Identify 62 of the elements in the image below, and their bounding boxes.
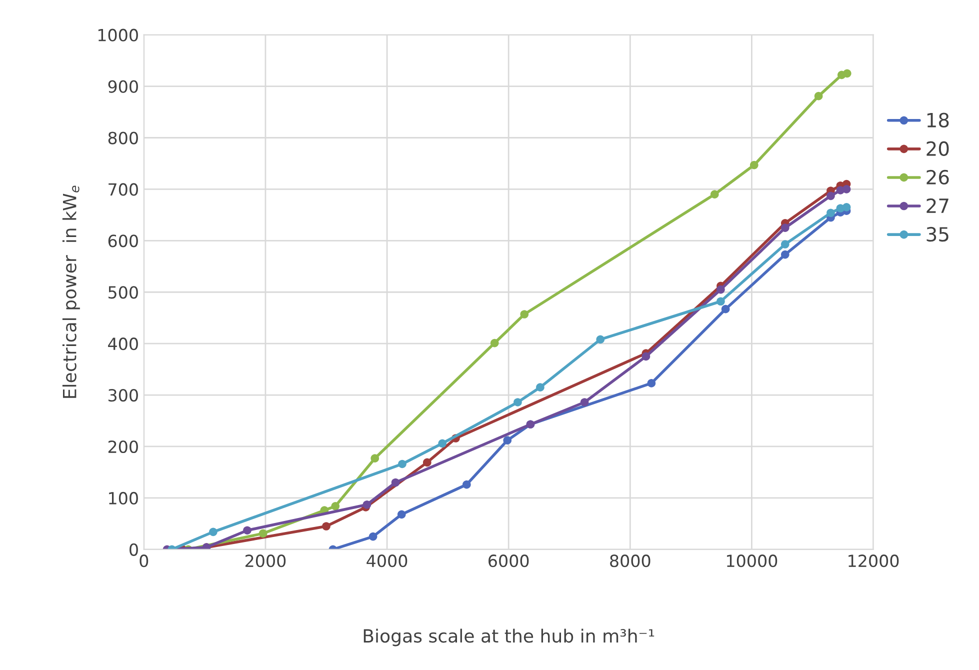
point — [370, 454, 380, 462]
point — [642, 352, 650, 361]
point — [710, 190, 719, 199]
point — [243, 526, 252, 535]
point — [536, 383, 544, 392]
point — [397, 510, 406, 519]
point — [422, 458, 432, 467]
point — [780, 224, 790, 232]
point — [438, 439, 447, 448]
y-axis-title: Electrical power in kW$_{e}$ — [62, 186, 80, 398]
x-tick-label: 12000 — [848, 554, 899, 568]
point — [331, 502, 340, 510]
y-tick-label: 300 — [108, 388, 138, 402]
point — [596, 335, 605, 344]
point — [391, 478, 400, 487]
point — [826, 192, 835, 200]
point — [814, 92, 823, 100]
point — [503, 436, 512, 444]
y-tick-label: 600 — [108, 234, 138, 248]
y-tick-label: 900 — [108, 80, 138, 93]
legend-label: 18 — [927, 112, 949, 128]
point — [322, 522, 330, 530]
point — [258, 529, 268, 538]
y-tick-label: 700 — [108, 183, 138, 196]
legend-label: 20 — [926, 141, 949, 156]
y-tick-label: 200 — [108, 440, 138, 454]
point — [580, 398, 589, 406]
point — [842, 185, 851, 194]
point — [721, 304, 730, 314]
y-tick-label: 0 — [130, 543, 138, 556]
y-tick-label: 100 — [109, 492, 138, 505]
point — [462, 480, 471, 489]
x-tick-label: 0 — [140, 554, 148, 568]
x-tick-label: 2000 — [245, 554, 286, 568]
point — [209, 528, 218, 536]
point — [514, 398, 522, 406]
point — [826, 208, 835, 218]
y-tick-label: 800 — [108, 132, 138, 144]
point — [716, 285, 725, 294]
point — [647, 379, 656, 388]
y-tick-label: 1000 — [98, 28, 138, 42]
point — [368, 532, 378, 541]
legend-label: 27 — [926, 198, 948, 213]
x-tick-label: 10000 — [727, 554, 778, 568]
y-tick-label: 400 — [108, 338, 138, 350]
x-tick-label: 4000 — [366, 554, 408, 568]
point — [842, 69, 852, 78]
point — [362, 500, 372, 509]
point — [520, 310, 529, 318]
point — [716, 297, 725, 306]
x-tick-label: 8000 — [610, 554, 650, 568]
point — [780, 240, 790, 248]
legend-label: 26 — [926, 170, 949, 185]
y-tick-label: 500 — [108, 286, 138, 299]
point — [490, 338, 499, 348]
point — [398, 460, 406, 468]
point — [780, 250, 790, 259]
x-axis-title: Biogas scale at the hub in m³h⁻¹ — [364, 628, 654, 646]
point — [750, 160, 758, 170]
x-tick-label: 6000 — [488, 554, 529, 568]
legend-label: 35 — [926, 226, 948, 242]
point — [842, 203, 851, 212]
